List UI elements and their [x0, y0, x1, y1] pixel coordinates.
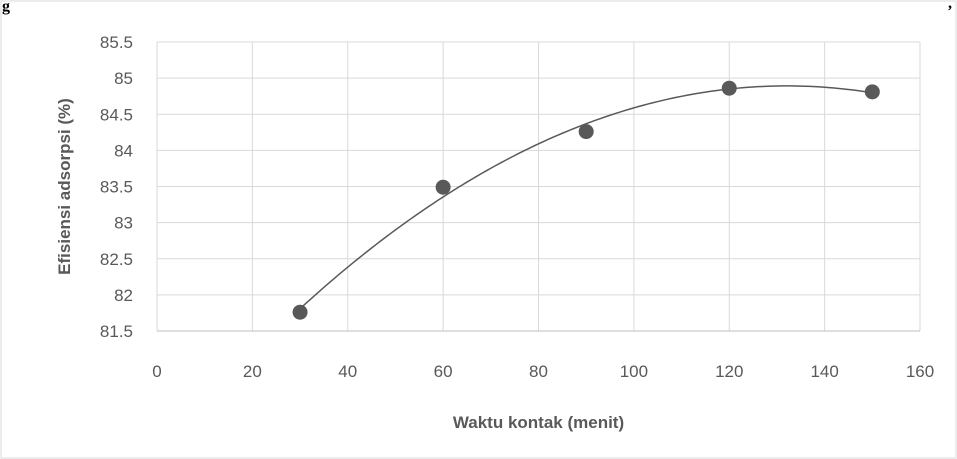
x-tick-label-5: 100 [620, 362, 648, 381]
data-point-2 [578, 124, 594, 140]
trendline-path [299, 85, 873, 310]
y-tick-labels: 81.5 82 82.5 83 83.5 84 84.5 85 85.5 [100, 33, 133, 341]
x-tick-label-7: 140 [810, 362, 838, 381]
x-tick-label-4: 80 [529, 362, 548, 381]
top-cut-label: g [2, 0, 10, 15]
y-tick-label-4: 83.5 [100, 178, 133, 197]
x-tick-label-3: 60 [434, 362, 453, 381]
x-tick-labels: 0 20 40 60 80 100 120 140 160 [152, 362, 934, 381]
x-axis-title: Waktu kontak (menit) [453, 413, 624, 432]
trendline [299, 85, 873, 310]
y-tick-label-3: 83 [114, 214, 133, 233]
y-tick-label-5: 84 [114, 141, 133, 160]
data-point-1 [435, 179, 451, 195]
x-tick-label-2: 40 [338, 362, 357, 381]
y-axis-title: Efisiensi adsorpsi (%) [55, 98, 74, 275]
data-point-3 [721, 80, 737, 96]
x-tick-label-8: 160 [906, 362, 934, 381]
y-tick-label-6: 84.5 [100, 105, 133, 124]
data-point-0 [292, 304, 308, 320]
y-tick-label-8: 85.5 [100, 33, 133, 52]
data-points [292, 80, 880, 320]
x-tick-label-1: 20 [243, 362, 262, 381]
y-tick-label-2: 82.5 [100, 250, 133, 269]
x-tick-label-0: 0 [152, 362, 161, 381]
x-tick-label-6: 120 [715, 362, 743, 381]
data-point-4 [864, 84, 880, 100]
y-tick-label-1: 82 [114, 286, 133, 305]
y-tick-label-0: 81.5 [100, 322, 133, 341]
top-right-mark: , [948, 0, 952, 12]
y-tick-label-7: 85 [114, 69, 133, 88]
